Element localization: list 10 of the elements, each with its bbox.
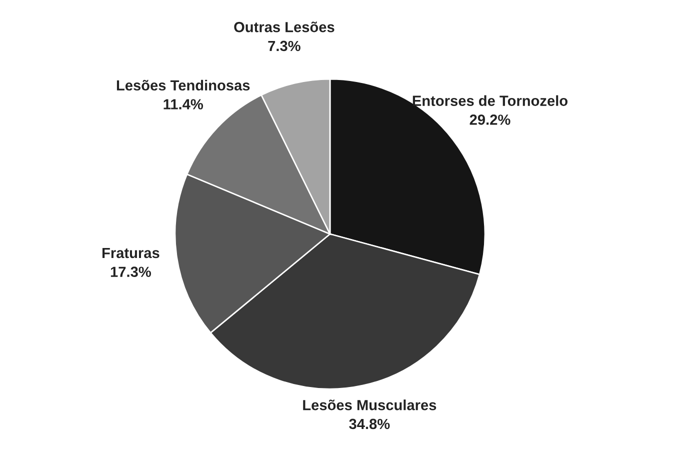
slice-label: Lesões Musculares bbox=[303, 400, 436, 410]
slice-label: Fraturas bbox=[102, 248, 160, 258]
data-label: 17.3% bbox=[110, 266, 151, 278]
slice-label: Outras Lesões bbox=[234, 22, 334, 32]
data-label: 7.3% bbox=[268, 40, 300, 52]
slice-label: Entorses de Tornozelo bbox=[412, 95, 568, 106]
slice-label: Lesões Tendinosas bbox=[116, 80, 250, 91]
data-label: 29.2% bbox=[470, 114, 510, 125]
data-label: 34.8% bbox=[349, 418, 390, 430]
data-label: 11.4% bbox=[164, 99, 204, 110]
